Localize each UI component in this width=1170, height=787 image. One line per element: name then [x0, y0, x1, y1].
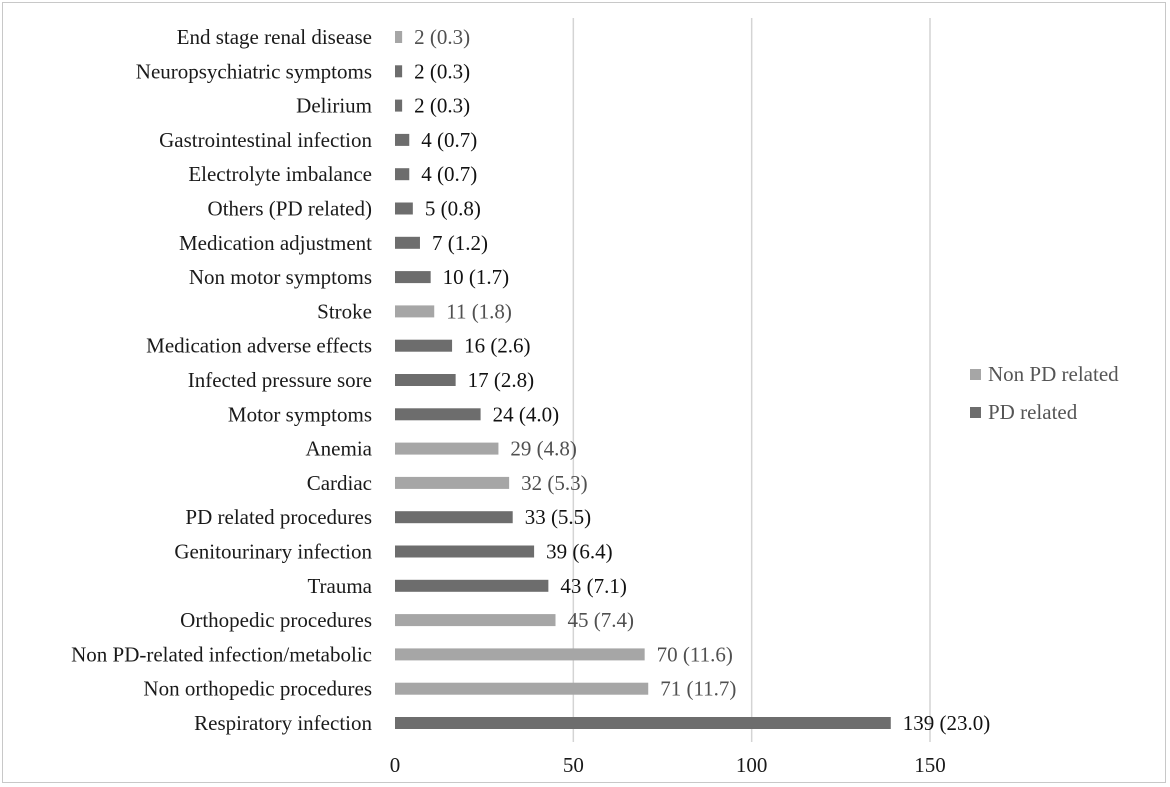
data-label: 16 (2.6) [464, 334, 530, 358]
data-label: 5 (0.8) [425, 197, 481, 221]
category-label: Trauma [307, 574, 372, 598]
bar [395, 99, 403, 112]
legend: Non PD related PD related [970, 362, 1119, 424]
category-label: Gastrointestinal infection [159, 128, 372, 152]
bar [395, 476, 510, 489]
bar [395, 168, 410, 181]
bar [395, 545, 535, 558]
data-label: 11 (1.8) [446, 299, 512, 323]
category-label: Delirium [296, 94, 372, 118]
bar [395, 374, 456, 386]
bars [395, 31, 891, 729]
data-label: 24 (4.0) [493, 402, 559, 426]
bar [395, 408, 481, 421]
bar [395, 133, 410, 146]
x-tick-label: 100 [736, 753, 768, 777]
data-label: 2 (0.3) [414, 59, 470, 83]
category-label: Neuropsychiatric symptoms [136, 59, 372, 83]
data-label: 70 (11.6) [657, 642, 733, 666]
category-label: Genitourinary infection [174, 540, 372, 564]
bar [395, 614, 556, 627]
category-label: Cardiac [307, 471, 372, 495]
data-label: 2 (0.3) [414, 94, 470, 118]
bar [395, 305, 435, 318]
bar [395, 271, 431, 284]
bar [395, 648, 645, 661]
bar [395, 442, 499, 455]
category-label: PD related procedures [185, 505, 372, 529]
x-tick-label: 0 [390, 753, 401, 777]
bar [395, 202, 413, 215]
category-label: Electrolyte imbalance [188, 162, 372, 186]
data-label: 4 (0.7) [421, 162, 477, 186]
category-label: Medication adverse effects [146, 334, 372, 358]
legend-swatch-non [970, 369, 981, 380]
data-label: 7 (1.2) [432, 231, 488, 255]
category-label: Non orthopedic procedures [143, 677, 372, 701]
category-label: Medication adjustment [179, 231, 372, 255]
x-tick-label: 50 [563, 753, 584, 777]
category-label: Non PD-related infection/metabolic [71, 642, 372, 666]
gridlines [572, 18, 931, 742]
bar [395, 579, 549, 592]
data-label: 139 (23.0) [903, 711, 991, 735]
data-label: 32 (5.3) [521, 471, 588, 495]
bar [395, 717, 891, 729]
legend-label-non: Non PD related [988, 362, 1119, 386]
category-label: Anemia [306, 437, 373, 461]
bar [395, 65, 403, 78]
x-axis-ticks: 0 50 100 150 [390, 753, 946, 777]
legend-swatch-pd [970, 407, 981, 418]
legend-label-pd: PD related [988, 400, 1078, 424]
category-labels: End stage renal disease Neuropsychiatric … [71, 25, 373, 735]
category-label: End stage renal disease [177, 25, 372, 49]
data-label: 10 (1.7) [443, 265, 510, 289]
category-label: Non motor symptoms [189, 265, 372, 289]
data-label: 4 (0.7) [421, 128, 477, 152]
category-label: Stroke [317, 299, 372, 323]
bar [395, 511, 513, 524]
data-label: 43 (7.1) [560, 574, 627, 598]
data-label: 17 (2.8) [468, 368, 534, 392]
x-tick-label: 150 [914, 753, 946, 777]
category-label: Motor symptoms [228, 402, 372, 426]
data-label: 29 (4.8) [510, 437, 577, 461]
data-label: 2 (0.3) [414, 25, 470, 49]
bar [395, 339, 453, 352]
category-label: Orthopedic procedures [180, 608, 372, 632]
category-label: Others (PD related) [208, 197, 372, 221]
bar [395, 31, 403, 43]
data-label: 33 (5.5) [525, 505, 592, 529]
data-label: 45 (7.4) [568, 608, 635, 632]
category-label: Infected pressure sore [188, 368, 372, 392]
data-label: 71 (11.7) [660, 677, 736, 701]
data-label: 39 (6.4) [546, 540, 613, 564]
bar [395, 682, 649, 695]
bar [395, 236, 420, 249]
data-labels: 2 (0.3) 2 (0.3) 2 (0.3) 4 (0.7) 4 (0.7) 5 (0.… [414, 25, 990, 735]
category-label: Respiratory infection [194, 711, 372, 735]
